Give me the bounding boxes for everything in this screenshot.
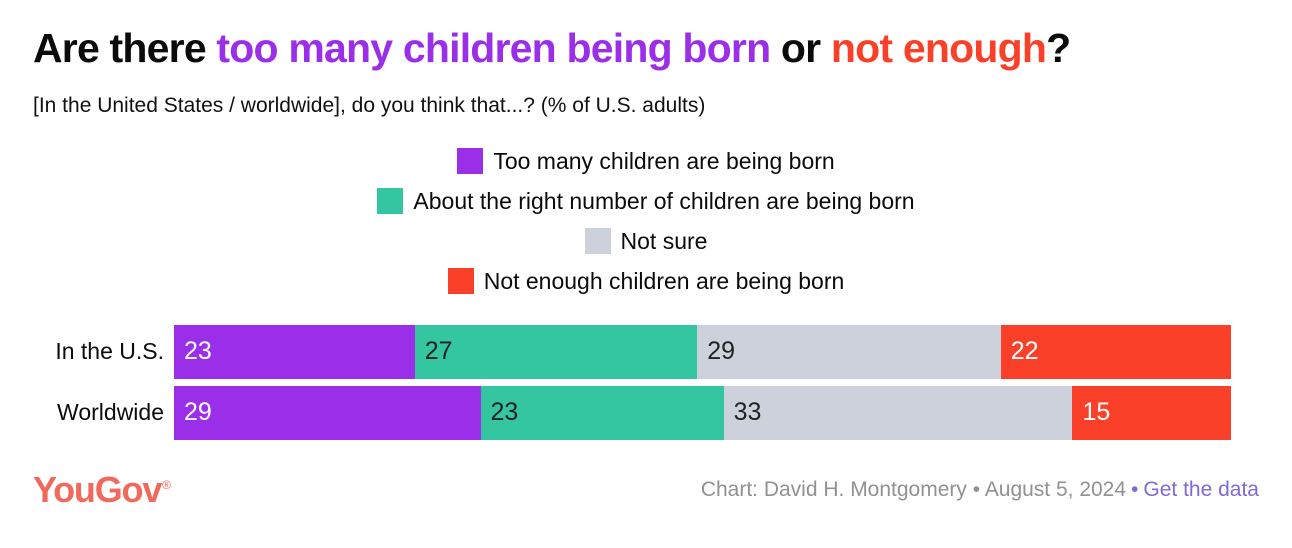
bar-segment: 29 — [174, 385, 481, 440]
yougov-logo: YouGov® — [33, 468, 171, 510]
value-label: 15 — [1082, 398, 1111, 427]
legend-item: About the right number of children are b… — [377, 187, 915, 215]
bar-segment: 29 — [697, 324, 1001, 379]
legend-item: Not enough children are being born — [447, 267, 845, 295]
stacked-bar: 23 27 29 22 — [174, 324, 1231, 379]
bar-row: Worldwide 29 23 33 15 — [33, 385, 1231, 440]
attribution: Chart: David H. Montgomery • August 5, 2… — [701, 478, 1259, 502]
legend-swatch-icon — [447, 268, 474, 295]
bar-segment: 33 — [723, 385, 1073, 440]
bar-row: In the U.S. 23 27 29 22 — [33, 324, 1231, 379]
title-segment: or — [770, 25, 831, 71]
bar-segment: 22 — [1000, 324, 1231, 379]
bar-segment: 15 — [1072, 385, 1231, 440]
category-label: In the U.S. — [55, 338, 164, 365]
category-label: Worldwide — [57, 399, 164, 426]
legend-label: Too many children are being born — [493, 147, 835, 174]
legend-label: Not sure — [620, 227, 708, 254]
bar-segment: 23 — [480, 385, 724, 440]
value-label: 29 — [707, 337, 736, 366]
legend-swatch-icon — [584, 228, 611, 255]
stacked-bar: 29 23 33 15 — [174, 385, 1231, 440]
logo-text: YouGov — [33, 468, 162, 510]
registered-mark-icon: ® — [162, 477, 171, 492]
bar-segment: 23 — [174, 324, 415, 379]
credit-separator: • — [1131, 477, 1139, 501]
title-segment: not enough — [830, 25, 1047, 71]
legend-label: Not enough children are being born — [483, 267, 845, 294]
legend: Too many children are being born About th… — [33, 148, 1259, 295]
value-label: 22 — [1010, 337, 1039, 366]
value-label: 29 — [184, 398, 212, 427]
legend-item: Not sure — [584, 227, 708, 255]
title-segment: Are there — [33, 25, 217, 71]
value-label: 27 — [424, 337, 453, 366]
title-segment: ? — [1046, 25, 1071, 71]
credit-text: Chart: David H. Montgomery • August 5, 2… — [700, 477, 1127, 501]
legend-label: About the right number of children are b… — [413, 187, 915, 214]
legend-swatch-icon — [377, 188, 404, 215]
bar-segment: 27 — [414, 324, 698, 379]
value-label: 23 — [490, 398, 519, 427]
title-segment: too many children being born — [216, 25, 771, 71]
value-label: 23 — [184, 337, 212, 366]
chart-subtitle: [In the United States / worldwide], do y… — [33, 93, 706, 117]
value-label: 33 — [733, 398, 762, 427]
page-title: Are there too many children being born o… — [33, 25, 1259, 72]
get-the-data-link[interactable]: Get the data — [1143, 477, 1259, 501]
legend-swatch-icon — [457, 148, 484, 175]
bar-chart: In the U.S. 23 27 29 22 Worldwide 29 23 33 15 — [33, 324, 1231, 440]
legend-item: Too many children are being born — [457, 147, 835, 175]
footer: YouGov® Chart: David H. Montgomery • Aug… — [33, 468, 1259, 510]
